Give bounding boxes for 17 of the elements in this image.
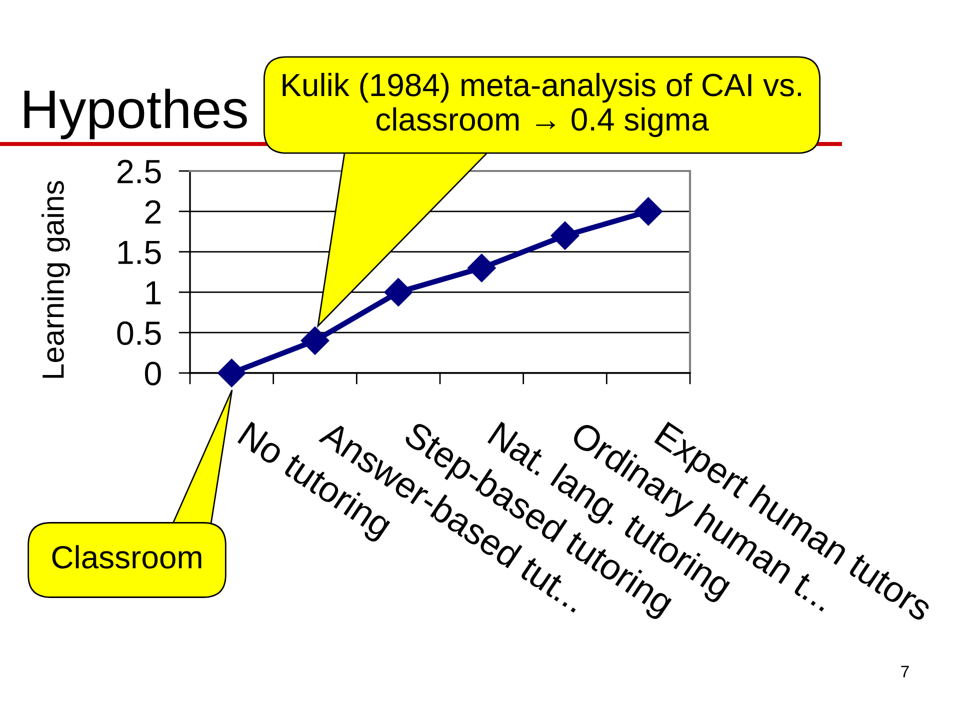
y-axis-title: Learning gains bbox=[42, 180, 70, 378]
point bbox=[384, 278, 413, 306]
chart-title: Hypothes bbox=[24, 88, 247, 140]
y-tick-label: 1 bbox=[146, 281, 161, 304]
point bbox=[467, 254, 496, 282]
point bbox=[550, 221, 580, 250]
y-tick-label: 0.5 bbox=[117, 321, 161, 346]
text: Classroom bbox=[52, 545, 202, 569]
y-tick-label: 1.5 bbox=[118, 240, 161, 264]
point bbox=[634, 197, 663, 226]
text: Kulik (1984) meta-analysis of CAI vs. classroom → 0.4 sigma bbox=[282, 72, 801, 138]
text: 7 bbox=[901, 666, 909, 678]
point bbox=[300, 326, 330, 355]
y-tick-label: 0 bbox=[144, 362, 161, 386]
y-tick-label: 2 bbox=[145, 200, 161, 224]
point bbox=[217, 358, 246, 388]
y-tick-label: 2.5 bbox=[118, 160, 161, 184]
